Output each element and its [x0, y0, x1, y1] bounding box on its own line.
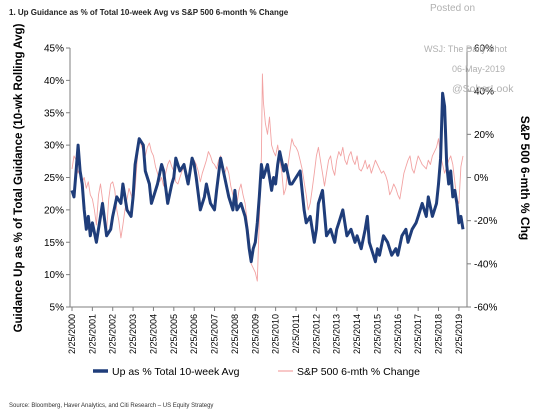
series-group — [70, 73, 465, 282]
right-tick-label: 40% — [474, 87, 494, 98]
left-tick-label: 45% — [44, 44, 64, 55]
x-tick-label: 2/25/2003 — [128, 314, 138, 354]
x-axis-ticks: 2/25/2000 2/25/2001 2/25/2002 2/25/2003 2/25… — [67, 307, 464, 354]
x-tick-label: 2/25/2012 — [311, 314, 321, 354]
left-tick-label: 5% — [50, 303, 65, 314]
right-axis-ticks: -60% -40% -20% 0% 20% 40% 60% — [467, 44, 497, 314]
watermark-line-4: @SoberLook — [452, 83, 514, 95]
left-tick-label: 10% — [44, 270, 64, 281]
right-tick-label: -40% — [474, 259, 497, 270]
x-tick-label: 2/25/2011 — [291, 314, 301, 353]
watermark-line-2: WSJ: The Daily Shot — [424, 44, 507, 54]
left-axis-label: Guidance Up as % of Total Guidance (10-w… — [13, 23, 25, 332]
x-tick-label: 2/25/2002 — [108, 314, 118, 354]
x-tick-label: 2/25/2010 — [271, 314, 281, 354]
watermark-line-3: 06-May-2019 — [452, 64, 505, 74]
watermark-line-1: Posted on — [430, 3, 475, 14]
legend-label-sp500: S&P 500 6-mth % Change — [297, 366, 420, 378]
x-tick-label: 2/25/2013 — [332, 314, 342, 354]
x-tick-label: 2/25/2009 — [250, 314, 260, 354]
left-tick-label: 35% — [44, 108, 64, 119]
right-tick-label: 20% — [474, 130, 494, 141]
left-tick-label: 20% — [44, 205, 64, 216]
chart-title: 1. Up Guidance as % of Total 10-week Avg… — [9, 8, 289, 17]
left-tick-label: 30% — [44, 141, 64, 152]
x-tick-label: 2/25/2018 — [434, 314, 444, 354]
x-tick-label: 2/25/2007 — [210, 314, 220, 354]
x-tick-label: 2/25/2019 — [454, 314, 464, 354]
x-tick-label: 2/25/2014 — [352, 314, 362, 354]
x-tick-label: 2/25/2015 — [372, 314, 382, 354]
right-tick-label: 0% — [474, 173, 489, 184]
series-line-sp500-6mth — [71, 73, 464, 282]
series-line-up-guidance — [70, 91, 465, 264]
right-tick-label: -20% — [474, 216, 497, 227]
left-axis-ticks: 5% 10% 15% 20% 25% 30% 35% 40% 45% — [44, 44, 70, 314]
x-tick-label: 2/25/2004 — [148, 314, 158, 354]
legend-label-up-guidance: Up as % Total 10-week Avg — [112, 366, 240, 378]
x-tick-label: 2/25/2016 — [393, 314, 403, 354]
left-tick-label: 25% — [44, 173, 64, 184]
left-tick-label: 40% — [44, 76, 64, 87]
x-tick-label: 2/25/2008 — [230, 314, 240, 354]
x-tick-label: 2/25/2001 — [87, 314, 97, 354]
x-tick-label: 2/25/2000 — [67, 314, 77, 354]
right-axis-label: S&P 500 6-mth % Chg — [518, 116, 532, 240]
right-tick-label: -60% — [474, 303, 497, 314]
right-tick-label: 60% — [474, 44, 494, 55]
x-tick-label: 2/25/2017 — [413, 314, 423, 354]
source-note: Source: Bloomberg, Haver Analytics, and … — [9, 403, 214, 409]
left-tick-label: 15% — [44, 238, 64, 249]
x-tick-label: 2/25/2006 — [189, 314, 199, 354]
x-tick-label: 2/25/2005 — [169, 314, 179, 354]
